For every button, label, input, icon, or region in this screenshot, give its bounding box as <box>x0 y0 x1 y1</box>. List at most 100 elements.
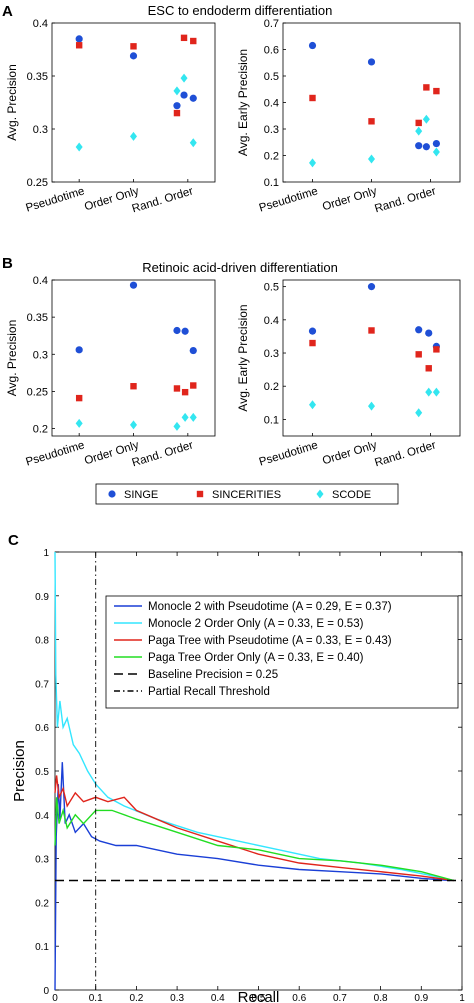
y-tick-label: 1 <box>43 548 49 559</box>
data-point-singe <box>189 94 197 102</box>
data-point-scode <box>432 387 440 397</box>
x-category-label: Order Only <box>321 439 379 467</box>
legend-marker-scode <box>316 489 324 499</box>
y-tick-label: 0.3 <box>264 124 279 136</box>
x-tick-label: 0.7 <box>333 993 347 1003</box>
data-point-singe <box>415 326 423 334</box>
data-point-scode <box>309 400 316 410</box>
data-point-sincerities <box>181 388 189 396</box>
y-axis-label: Avg. Precision <box>5 64 19 140</box>
data-point-sincerities <box>368 118 375 125</box>
x-category-label: Rand. Order <box>373 185 437 215</box>
y-tick-label: 0.2 <box>264 381 279 393</box>
y-tick-label: 0.7 <box>264 18 279 30</box>
legend-label-3: Paga Tree Order Only (A = 0.33, E = 0.40… <box>148 652 364 664</box>
data-point-scode <box>425 387 433 397</box>
x-tick-label: 0.9 <box>414 993 428 1003</box>
data-point-singe <box>415 142 423 150</box>
legend-label-singe: SINGE <box>124 489 158 501</box>
y-tick-label: 0.6 <box>264 45 279 57</box>
y-tick-label: 0.1 <box>264 414 279 426</box>
data-point-singe <box>432 139 440 148</box>
y-axis-label: Avg. Precision <box>5 320 19 396</box>
panel-b-title: Retinoic acid-driven differentiation <box>142 260 338 275</box>
data-point-scode <box>432 147 440 157</box>
data-point-singe <box>173 326 181 335</box>
legend-box-c <box>105 595 459 709</box>
data-point-singe <box>75 35 83 43</box>
legend-marker-singe <box>108 490 116 498</box>
data-point-scode <box>173 86 181 96</box>
data-point-scode <box>189 138 197 148</box>
y-tick-label: 0.4 <box>264 98 279 110</box>
panel-a-title: ESC to endoderm differentiation <box>148 3 333 18</box>
data-point-singe <box>425 329 433 337</box>
plot-frame <box>51 279 216 437</box>
series-line-0 <box>54 762 450 991</box>
data-point-scode <box>180 73 188 83</box>
data-point-sincerities <box>190 382 197 389</box>
data-point-sincerities <box>309 94 316 102</box>
data-point-singe <box>308 327 317 335</box>
data-point-sincerities <box>173 385 181 392</box>
x-tick-label: 0.1 <box>89 993 103 1003</box>
plot-frame <box>282 279 461 437</box>
panel-letter-a: A <box>2 3 13 20</box>
y-tick-label: 0.25 <box>27 177 48 189</box>
x-tick-label: 0.4 <box>211 993 225 1003</box>
x-category-label: Rand. Order <box>131 185 195 215</box>
data-point-singe <box>173 102 181 110</box>
x-category-label: Rand. Order <box>373 439 437 469</box>
data-point-singe <box>367 58 376 66</box>
x-tick-label: 0.6 <box>292 993 306 1003</box>
panel-letter-b: B <box>2 255 13 272</box>
y-tick-label: 0.4 <box>33 275 48 287</box>
data-point-sincerities <box>130 43 137 50</box>
y-tick-label: 0.3 <box>33 349 48 361</box>
y-tick-label: 0.3 <box>33 124 48 136</box>
legend-label-4: Baseline Precision = 0.25 <box>148 669 278 681</box>
data-point-sincerities <box>75 42 83 49</box>
y-axis-label: Precision <box>11 740 28 802</box>
data-point-singe <box>75 346 83 354</box>
y-tick-label: 0.9 <box>35 592 49 603</box>
data-point-scode <box>368 154 375 164</box>
data-point-scode <box>368 401 375 411</box>
legend-label-0: Monocle 2 with Pseudotime (A = 0.29, E =… <box>148 601 392 613</box>
y-tick-label: 0.7 <box>35 679 49 690</box>
series-line-2 <box>54 775 454 882</box>
chart-c-precision-recall: 0 0.1 0.2 0.3 0.4 0.5 0.6 0.7 0.8 0.9 1 0 0.1 0.2 0.3 0… <box>11 548 465 1003</box>
data-point-scode <box>75 142 83 152</box>
data-point-sincerities <box>180 34 188 42</box>
y-tick-label: 0.4 <box>35 811 49 822</box>
y-tick-label: 0.3 <box>264 348 279 360</box>
y-axis-label: Avg. Early Precision <box>236 49 250 156</box>
chart-a-early-precision: 0.1 0.2 0.3 0.4 0.5 0.6 0.7 Pseudotime Order Onl… <box>236 18 461 215</box>
y-tick-label: 0.2 <box>35 898 49 909</box>
y-tick-label: 0.6 <box>35 723 49 734</box>
x-tick-label: 0 <box>52 993 58 1003</box>
x-tick-label: 0.2 <box>129 993 143 1003</box>
data-point-scode <box>75 418 83 428</box>
data-point-sincerities <box>130 383 137 390</box>
y-tick-label: 0.2 <box>264 151 279 163</box>
legend-marker-sincerities <box>196 490 204 498</box>
data-point-singe <box>129 52 138 60</box>
y-tick-label: 0.8 <box>35 636 49 647</box>
x-category-label: Pseudotime <box>258 185 320 214</box>
data-point-singe <box>129 281 138 289</box>
data-point-singe <box>422 143 430 151</box>
data-point-sincerities <box>190 37 197 45</box>
y-tick-label: 0.5 <box>35 767 49 778</box>
x-tick-label: 0.3 <box>170 993 184 1003</box>
data-point-scode <box>422 114 430 124</box>
data-point-scode <box>309 158 316 168</box>
data-point-singe <box>180 91 188 99</box>
y-tick-label: 0.5 <box>264 71 279 83</box>
y-axis-label: Avg. Early Precision <box>236 304 250 411</box>
y-tick-label: 0.2 <box>33 424 48 436</box>
series-line-3 <box>54 797 455 882</box>
legend-box <box>95 483 399 505</box>
